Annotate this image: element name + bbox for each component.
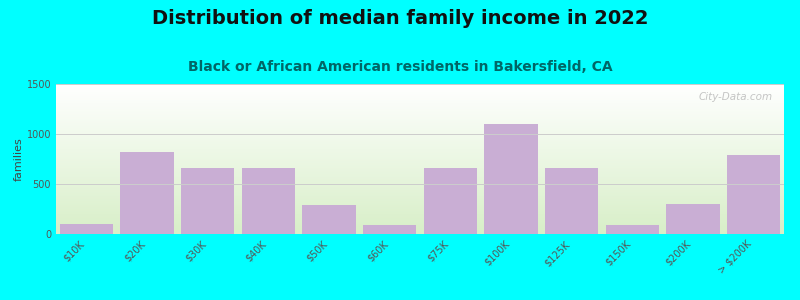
Bar — [606, 224, 659, 234]
Bar — [363, 224, 416, 234]
Y-axis label: families: families — [14, 137, 24, 181]
Bar — [666, 204, 720, 234]
Bar — [302, 205, 356, 234]
Bar — [120, 152, 174, 234]
Bar — [484, 124, 538, 234]
Bar — [60, 224, 113, 234]
Bar — [181, 168, 234, 234]
Bar — [242, 168, 295, 234]
Bar — [727, 155, 780, 234]
Text: City-Data.com: City-Data.com — [699, 92, 773, 101]
Bar — [424, 168, 477, 234]
Text: Distribution of median family income in 2022: Distribution of median family income in … — [152, 9, 648, 28]
Text: Black or African American residents in Bakersfield, CA: Black or African American residents in B… — [188, 60, 612, 74]
Bar — [545, 168, 598, 234]
